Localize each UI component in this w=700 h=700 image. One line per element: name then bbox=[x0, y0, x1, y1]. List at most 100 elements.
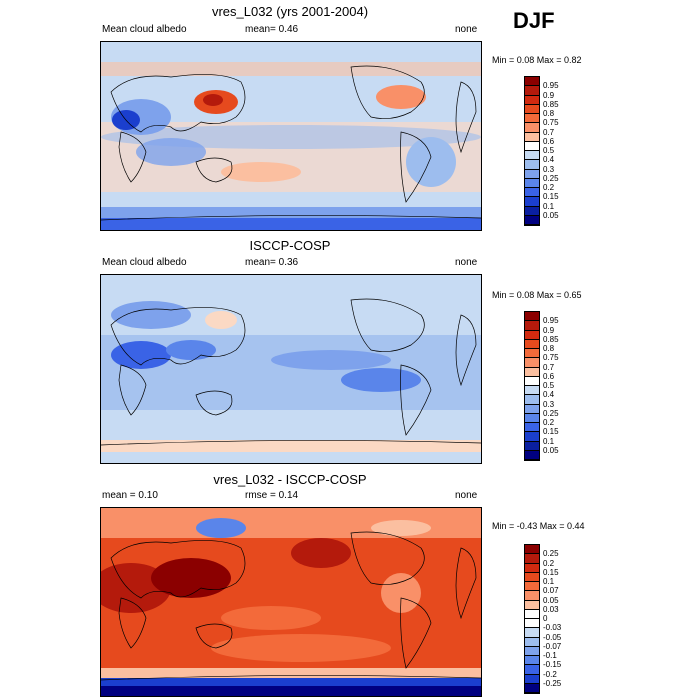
colorbar-swatch bbox=[525, 656, 539, 666]
colorbar-label: 0.7 bbox=[543, 127, 555, 137]
colorbar-label: 0.75 bbox=[543, 118, 559, 128]
colorbar-label: -0.03 bbox=[543, 623, 562, 633]
colorbar-label: 0 bbox=[543, 614, 548, 623]
colorbar-swatch bbox=[525, 554, 539, 564]
colorbar-swatch bbox=[525, 609, 539, 619]
colorbar-swatch bbox=[525, 423, 539, 433]
colorbar-label: 0.9 bbox=[543, 90, 555, 100]
colorbar-label: 0.85 bbox=[543, 99, 559, 109]
colorbar-swatch bbox=[525, 545, 539, 555]
panel-2-colorbar: 0.95 0.9 0.85 0.8 0.75 0.7 0.6 0.5 0.4 0.3 0.25 0.2… bbox=[524, 311, 559, 461]
colorbar-label: 0.5 bbox=[543, 146, 555, 155]
panel-3-rmse-label: rmse = 0.14 bbox=[245, 490, 299, 501]
colorbar-swatch bbox=[525, 628, 539, 638]
colorbar-swatch bbox=[525, 441, 539, 451]
panel-3-right-label: none bbox=[455, 490, 478, 501]
colorbar-label: 0.07 bbox=[543, 586, 559, 596]
colorbar-label: 0.25 bbox=[543, 408, 559, 418]
colorbar-swatch bbox=[525, 160, 539, 170]
colorbar-label: 0.4 bbox=[543, 390, 555, 400]
colorbar-swatch bbox=[525, 104, 539, 114]
colorbar-swatch bbox=[525, 600, 539, 610]
colorbar-swatch bbox=[525, 339, 539, 349]
panel-3-title: vres_L032 - ISCCP-COSP bbox=[213, 472, 367, 487]
colorbar-label: 0.95 bbox=[543, 81, 559, 91]
colorbar-swatch bbox=[525, 188, 539, 198]
colorbar-label: 0.05 bbox=[543, 210, 559, 220]
colorbar-label: 0.15 bbox=[543, 427, 559, 437]
colorbar-swatch bbox=[525, 169, 539, 179]
colorbar-swatch bbox=[525, 114, 539, 124]
colorbar-swatch bbox=[525, 358, 539, 368]
colorbar-swatch bbox=[525, 395, 539, 405]
colorbar-swatch bbox=[525, 312, 539, 322]
colorbar-label: 0.15 bbox=[543, 192, 559, 202]
colorbar-label: 0.25 bbox=[543, 549, 559, 559]
panel-2-minmax: Min = 0.08 Max = 0.65 bbox=[492, 290, 582, 300]
panel-3-minmax: Min = -0.43 Max = 0.44 bbox=[492, 521, 585, 531]
colorbar-swatch bbox=[525, 123, 539, 133]
colorbar-swatch bbox=[525, 141, 539, 151]
colorbar-swatch bbox=[525, 77, 539, 87]
panel-2-left-label: Mean cloud albedo bbox=[102, 257, 187, 268]
colorbar-label: -0.07 bbox=[543, 641, 562, 651]
colorbar-swatch bbox=[525, 132, 539, 142]
panel-2-mean-label: mean= 0.36 bbox=[245, 257, 299, 268]
colorbar-swatch bbox=[525, 582, 539, 592]
panel-2-map bbox=[100, 274, 482, 464]
colorbar-label: 0.95 bbox=[543, 316, 559, 326]
panel-1-minmax: Min = 0.08 Max = 0.82 bbox=[492, 55, 582, 65]
colorbar-label: -0.2 bbox=[543, 669, 557, 679]
colorbar-label: 0.6 bbox=[543, 371, 555, 381]
colorbar-swatch bbox=[525, 367, 539, 377]
colorbar-swatch bbox=[525, 206, 539, 216]
colorbar-swatch bbox=[525, 432, 539, 442]
colorbar-swatch bbox=[525, 572, 539, 582]
panel-3-colorbar: 0.25 0.2 0.15 0.1 0.07 0.05 0.03 0 -0.03 -0.05 -0.… bbox=[524, 544, 561, 694]
colorbar-label: 0.8 bbox=[543, 344, 555, 353]
panel-2-right-label: none bbox=[455, 257, 478, 268]
colorbar-swatch bbox=[525, 563, 539, 573]
colorbar-swatch bbox=[525, 646, 539, 656]
season-label: DJF bbox=[513, 8, 555, 33]
colorbar-swatch bbox=[525, 215, 539, 225]
colorbar-label: 0.5 bbox=[543, 381, 555, 390]
colorbar-swatch bbox=[525, 413, 539, 423]
colorbar-label: 0.1 bbox=[543, 577, 555, 586]
colorbar-label: 0.3 bbox=[543, 399, 555, 409]
colorbar-swatch bbox=[525, 674, 539, 684]
colorbar-swatch bbox=[525, 86, 539, 96]
colorbar-label: 0.85 bbox=[543, 334, 559, 344]
colorbar-label: 0.2 bbox=[543, 558, 555, 568]
colorbar-label: 0.25 bbox=[543, 173, 559, 183]
colorbar-label: 0.6 bbox=[543, 136, 555, 146]
colorbar-swatch bbox=[525, 376, 539, 386]
colorbar-swatch bbox=[525, 404, 539, 414]
colorbar-swatch bbox=[525, 450, 539, 460]
colorbar-swatch bbox=[525, 683, 539, 693]
colorbar-swatch bbox=[525, 178, 539, 188]
colorbar-label: 0.75 bbox=[543, 353, 559, 363]
colorbar-swatch bbox=[525, 619, 539, 629]
panel-1-right-label: none bbox=[455, 24, 478, 35]
colorbar-label: -0.1 bbox=[543, 651, 557, 660]
colorbar-swatch bbox=[525, 386, 539, 396]
panel-1-map bbox=[100, 41, 482, 231]
panel-3-left-label: mean = 0.10 bbox=[102, 490, 158, 501]
colorbar-label: 0.2 bbox=[543, 418, 555, 427]
colorbar-label: -0.15 bbox=[543, 660, 562, 670]
colorbar-swatch bbox=[525, 95, 539, 105]
colorbar-swatch bbox=[525, 197, 539, 207]
panel-1-left-label: Mean cloud albedo bbox=[102, 24, 187, 35]
panel-3-map bbox=[100, 507, 482, 697]
colorbar-label: 0.15 bbox=[543, 567, 559, 577]
colorbar-label: 0.03 bbox=[543, 604, 559, 614]
colorbar-label: 0.7 bbox=[543, 362, 555, 372]
panel-2-title: ISCCP-COSP bbox=[249, 238, 331, 253]
colorbar-swatch bbox=[525, 637, 539, 647]
panel-1-title: vres_L032 (yrs 2001-2004) bbox=[211, 4, 369, 19]
colorbar-label: 0.2 bbox=[543, 183, 555, 192]
colorbar-label: 0.1 bbox=[543, 436, 555, 446]
panel-1-mean-label: mean= 0.46 bbox=[245, 24, 299, 35]
colorbar-swatch bbox=[525, 591, 539, 601]
